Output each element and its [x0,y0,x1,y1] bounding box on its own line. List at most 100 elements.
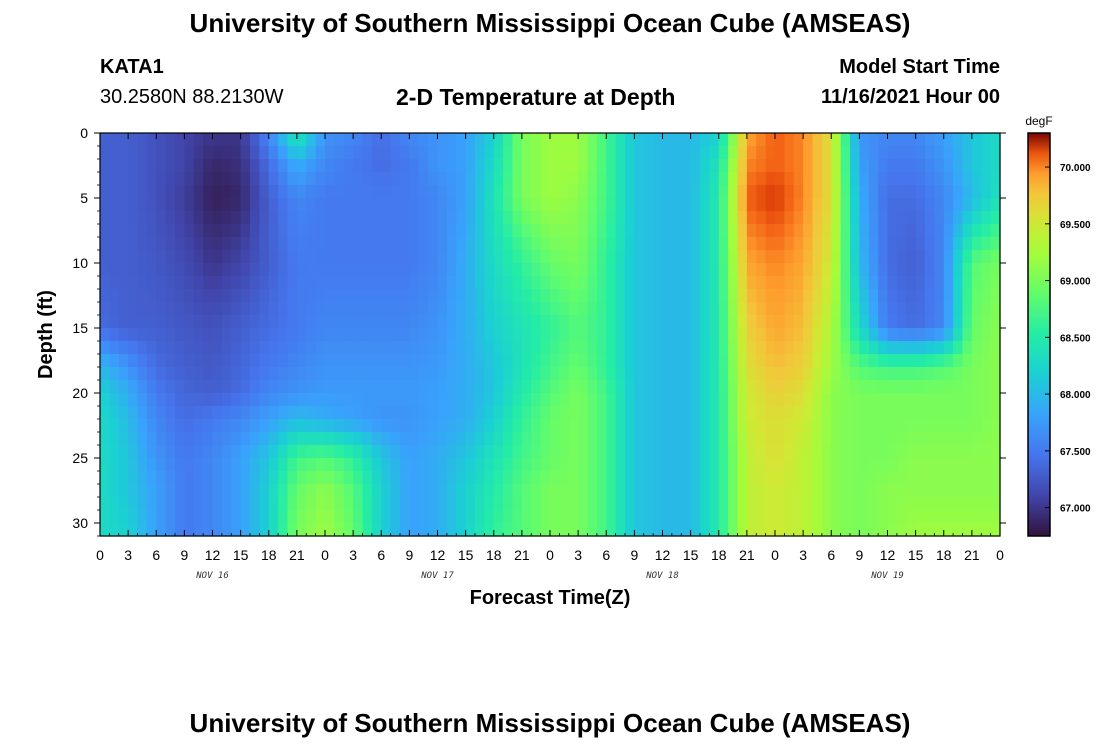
heatmap-cell [109,172,120,186]
heatmap-cell [981,510,992,524]
heatmap-cell [503,341,514,355]
x-tick-label: 0 [996,547,1004,563]
heatmap-cell [362,315,373,329]
heatmap-cell [840,458,851,472]
heatmap-cell [390,237,401,251]
heatmap-cell [493,406,504,420]
heatmap-cell [353,445,364,459]
heatmap-cell [259,354,270,368]
heatmap-cell [437,133,448,147]
heatmap-cell [662,380,673,394]
heatmap-cell [671,146,682,160]
heatmap-cell [118,484,129,498]
heatmap-cell [146,224,157,238]
heatmap-cell [456,146,467,160]
heatmap-cell [681,328,692,342]
heatmap-cell [240,354,251,368]
heatmap-cell [653,198,664,212]
heatmap-cell [953,198,964,212]
heatmap-cell [221,445,232,459]
heatmap-cell [287,302,298,316]
heatmap-cell [578,458,589,472]
heatmap-cell [381,133,392,147]
heatmap-cell [128,198,139,212]
heatmap-cell [184,315,195,329]
heatmap-cell [165,419,176,433]
heatmap-cell [118,289,129,303]
heatmap-cell [793,406,804,420]
heatmap-cell [728,328,739,342]
heatmap-cell [475,484,485,498]
heatmap-cell [231,432,242,446]
heatmap-cell [578,523,589,537]
heatmap-cell [625,302,635,316]
heatmap-cell [859,224,870,238]
heatmap-cell [925,393,935,407]
heatmap-cell [840,172,851,186]
heatmap-cell [409,406,420,420]
heatmap-cell [465,393,476,407]
heatmap-cell [390,146,401,160]
heatmap-cell [250,458,260,472]
heatmap-cell [615,172,626,186]
heatmap-cell [746,341,757,355]
heatmap-cell [803,419,814,433]
heatmap-cell [962,172,973,186]
heatmap-cell [878,237,889,251]
heatmap-cell [934,510,945,524]
heatmap-cell [606,276,617,290]
heatmap-cell [850,367,860,381]
x-tick-label: 0 [321,547,329,563]
heatmap-cell [915,393,926,407]
heatmap-cell [146,237,157,251]
heatmap-cell [137,367,148,381]
heatmap-cell [484,224,495,238]
heatmap-cell [709,380,720,394]
heatmap-cell [981,445,992,459]
heatmap-cell [943,341,954,355]
heatmap-cell [371,484,382,498]
heatmap-cell [221,159,232,173]
heatmap-cell [775,328,785,342]
heatmap-cell [531,354,542,368]
heatmap-cell [531,406,542,420]
heatmap-cell [990,484,1001,498]
heatmap-cell [587,445,598,459]
heatmap-cell [268,250,279,264]
heatmap-cell [690,146,701,160]
heatmap-cell [240,224,251,238]
heatmap-cell [334,328,345,342]
heatmap-cell [756,172,767,186]
heatmap-cell [334,250,345,264]
heatmap-cell [840,211,851,225]
heatmap-cell [100,302,110,316]
heatmap-cell [709,263,720,277]
heatmap-cell [821,393,832,407]
heatmap-cell [578,497,589,511]
heatmap-cell [962,133,973,147]
heatmap-cell [737,159,748,173]
heatmap-cell [784,159,795,173]
heatmap-cell [531,484,542,498]
heatmap-cell [418,302,429,316]
heatmap-cell [906,510,917,524]
heatmap-cell [990,380,1001,394]
heatmap-cell [193,497,204,511]
y-axis-title: Depth (ft) [35,290,57,379]
heatmap-cell [231,367,242,381]
heatmap-cell [512,445,523,459]
heatmap-cell [118,250,129,264]
heatmap-cell [184,497,195,511]
heatmap-cell [821,497,832,511]
heatmap-cell [362,133,373,147]
heatmap-cell [765,432,776,446]
heatmap-cell [531,523,542,537]
heatmap-cell [146,367,157,381]
heatmap-cell [278,237,289,251]
heatmap-cell [334,419,345,433]
heatmap-cell [278,484,289,498]
heatmap-cell [953,237,964,251]
heatmap-cell [718,328,729,342]
heatmap-cell [156,250,167,264]
heatmap-cell [878,458,889,472]
